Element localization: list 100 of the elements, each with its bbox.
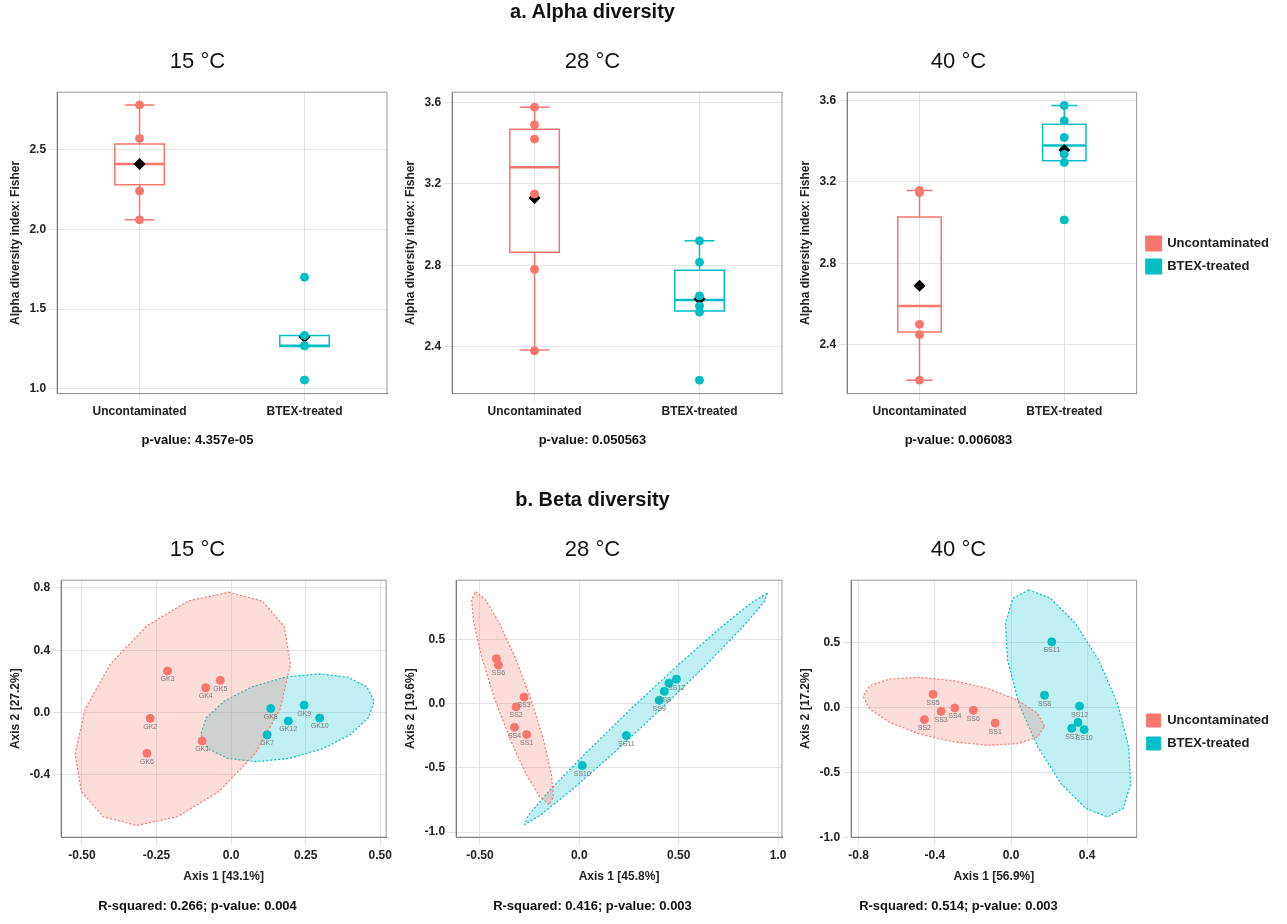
point	[522, 730, 532, 740]
y-tick-label: -0.5	[424, 760, 446, 775]
x-tick-label: 0.0	[1002, 847, 1020, 862]
point	[968, 705, 978, 715]
y-tick-label: 3.6	[424, 94, 442, 109]
legend-label: Uncontaminated	[1167, 712, 1270, 728]
y-tick-label: 3.2	[424, 176, 442, 191]
text: p-value: 4.357e-05	[140, 432, 255, 447]
y-tick-label: 0.0	[33, 704, 51, 719]
x-tick-label: 0.25	[293, 847, 318, 862]
point	[1047, 637, 1057, 647]
x-tick-label: -0.50	[68, 847, 96, 862]
y-tick-label: 2.5	[29, 141, 47, 156]
point	[621, 731, 631, 741]
point	[299, 700, 309, 710]
point	[262, 730, 272, 740]
y-tick-label: 0.5	[823, 634, 841, 649]
y-tick-label: -0.4	[29, 767, 51, 782]
point	[1040, 690, 1050, 700]
point	[990, 718, 1000, 728]
point	[283, 716, 293, 726]
chart-subtitle: 28 °C	[563, 48, 622, 74]
x-tick-label: 0.0	[570, 847, 588, 862]
y-axis-title: Axis 2 [17.2%]	[797, 668, 812, 750]
point	[266, 703, 276, 713]
point	[1073, 717, 1083, 727]
point	[145, 713, 155, 723]
point	[215, 675, 225, 685]
y-tick-label: 0.8	[33, 580, 51, 595]
point	[510, 722, 520, 732]
x-tick-label: -0.8	[848, 847, 870, 862]
y-tick-label: 3.6	[819, 92, 837, 107]
x-tick-label: -0.4	[924, 847, 946, 862]
point	[1079, 725, 1089, 735]
x-tick-label: BTEX-treated	[1026, 404, 1103, 419]
x-tick-label: BTEX-treated	[266, 404, 343, 419]
legend-label: BTEX-treated	[1167, 258, 1250, 274]
chart-title: 15 °C	[168, 536, 227, 562]
y-axis-title: Alpha diversity index: Fisher	[402, 160, 417, 325]
text: R-squared: 0.416; p-value: 0.003	[492, 898, 693, 913]
y-tick-label: 0.0	[823, 699, 841, 714]
x-tick-label: BTEX-treated	[661, 404, 738, 419]
point	[919, 715, 929, 725]
y-tick-label: 2.0	[29, 221, 47, 236]
point	[142, 748, 152, 758]
chart-subtitle: 28 °C	[563, 536, 622, 562]
x-tick-label: Uncontaminated	[92, 404, 187, 419]
x-tick-label: Uncontaminated	[487, 404, 582, 419]
y-tick-label: 2.4	[424, 339, 442, 354]
point	[577, 761, 587, 770]
x-tick-label: -0.50	[466, 847, 494, 862]
point	[493, 660, 503, 670]
point	[197, 736, 207, 746]
y-tick-label: 0.5	[428, 631, 446, 646]
chart-title: 40 °C	[929, 48, 988, 74]
point	[315, 713, 325, 723]
text: p-value: 0.006083	[903, 432, 1014, 447]
y-tick-label: 0.4	[33, 642, 51, 657]
y-axis-title: Alpha diversity index: Fisher	[797, 160, 812, 325]
text: p-value: 0.050563	[537, 432, 648, 447]
point	[163, 666, 173, 676]
y-tick-label: -1.0	[424, 824, 446, 839]
x-tick-label: 0.50	[666, 847, 691, 862]
y-tick-label: 2.4	[819, 337, 837, 352]
y-tick-label: 2.8	[424, 257, 442, 272]
legend-label: BTEX-treated	[1167, 735, 1250, 751]
point	[671, 674, 681, 684]
x-tick-label: -0.25	[142, 847, 171, 862]
x-axis-title: Axis 1 [43.1%]	[183, 869, 264, 884]
y-axis-title: Axis 2 [19.6%]	[402, 668, 417, 750]
chart-title: b. Beta diversity	[514, 488, 671, 511]
point	[201, 683, 211, 693]
text: R-squared: 0.266; p-value: 0.004	[97, 898, 298, 913]
x-tick-label: 0.50	[368, 847, 393, 862]
y-tick-label: -0.5	[819, 764, 841, 779]
y-tick-label: -1.0	[819, 829, 841, 844]
point	[1075, 701, 1085, 711]
x-tick-label: Uncontaminated	[872, 404, 967, 419]
point	[928, 689, 938, 699]
x-axis-title: Axis 1 [56.9%]	[953, 869, 1035, 884]
point	[936, 706, 946, 716]
point	[950, 703, 960, 713]
y-tick-label: 0.0	[428, 695, 446, 710]
point	[659, 686, 669, 696]
x-tick-label: 0.4	[1078, 847, 1096, 862]
x-tick-label: 1.0	[769, 847, 787, 862]
y-axis-title: Axis 2 [27.2%]	[7, 668, 22, 750]
chart-title: 40 °C	[929, 536, 988, 562]
chart-title: a. Alpha diversity	[509, 0, 676, 23]
y-tick-label: 2.8	[819, 255, 837, 270]
point	[519, 692, 529, 702]
x-tick-label: 0.0	[222, 847, 240, 862]
y-tick-label: 1.5	[29, 301, 47, 316]
point	[1067, 723, 1077, 733]
x-axis-title: Axis 1 [45.8%]	[578, 869, 660, 884]
text: R-squared: 0.514; p-value: 0.003	[858, 898, 1059, 913]
y-axis-title: Alpha diversity index: Fisher	[7, 160, 22, 325]
legend-label: Uncontaminated	[1167, 235, 1270, 251]
y-tick-label: 3.2	[819, 174, 837, 189]
chart-title: 15 °C	[168, 48, 227, 74]
